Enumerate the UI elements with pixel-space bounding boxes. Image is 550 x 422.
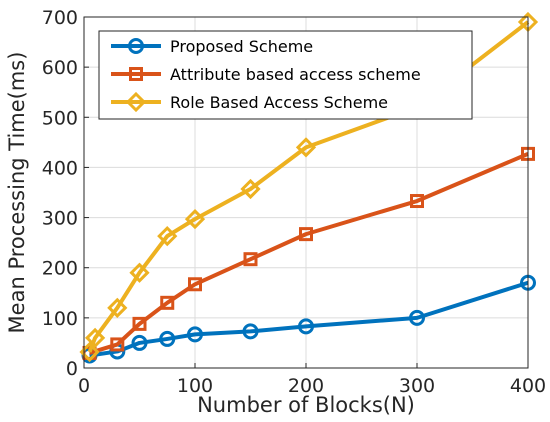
data-point bbox=[131, 334, 148, 351]
y-tick-label: 700 bbox=[42, 7, 78, 29]
data-point bbox=[295, 137, 317, 158]
legend-marker bbox=[128, 38, 144, 54]
legend-label: Attribute based access scheme bbox=[170, 65, 421, 84]
data-point bbox=[84, 327, 106, 349]
legend-marker bbox=[125, 91, 147, 113]
series-circle bbox=[81, 274, 536, 364]
y-tick-label: 400 bbox=[42, 157, 78, 179]
data-point bbox=[240, 178, 261, 200]
data-point bbox=[110, 337, 125, 352]
data-point bbox=[132, 316, 147, 331]
data-point bbox=[298, 318, 314, 335]
x-tick-label: 0 bbox=[78, 375, 90, 397]
data-point bbox=[187, 326, 203, 343]
legend-box bbox=[98, 30, 473, 120]
series-line bbox=[87, 20, 530, 353]
data-point bbox=[409, 309, 425, 326]
x-axis-label: Number of Blocks(N) bbox=[197, 393, 415, 417]
y-tick-label: 600 bbox=[42, 57, 78, 79]
data-point bbox=[188, 277, 202, 292]
data-point bbox=[107, 297, 128, 318]
legend-item: Proposed Scheme bbox=[111, 37, 313, 56]
legend: Proposed Scheme Attribute based access sc… bbox=[98, 30, 473, 120]
data-point bbox=[159, 330, 176, 347]
legend-item: Attribute based access scheme bbox=[111, 65, 421, 84]
series-line bbox=[88, 152, 529, 355]
legend-label: Role Based Access Scheme bbox=[170, 93, 388, 112]
legend-label: Proposed Scheme bbox=[170, 37, 313, 56]
data-point bbox=[184, 208, 206, 230]
y-tick-label: 100 bbox=[42, 308, 78, 330]
data-point bbox=[299, 227, 313, 242]
data-point bbox=[129, 262, 150, 283]
y-tick-label: 0 bbox=[66, 358, 78, 380]
series-layer bbox=[79, 11, 539, 364]
axis-ticks: 0 100 200 300 400 0 100 200 300 400 500 600 700 bbox=[42, 7, 546, 397]
data-point bbox=[160, 295, 175, 310]
data-point bbox=[410, 194, 424, 209]
y-tick-label: 500 bbox=[42, 107, 78, 129]
data-point bbox=[157, 226, 178, 247]
legend-marker bbox=[129, 67, 143, 81]
y-tick-label: 200 bbox=[42, 258, 78, 280]
x-tick-label: 200 bbox=[288, 375, 324, 397]
y-tick-label: 300 bbox=[42, 208, 78, 230]
x-tick-label: 400 bbox=[510, 375, 546, 397]
x-tick-label: 100 bbox=[177, 375, 213, 397]
data-point bbox=[243, 252, 258, 267]
data-point bbox=[242, 323, 259, 340]
legend-item: Role Based Access Scheme bbox=[111, 91, 388, 113]
x-tick-label: 300 bbox=[399, 375, 435, 397]
y-axis-label: Mean Processing Time(ms) bbox=[5, 52, 29, 334]
